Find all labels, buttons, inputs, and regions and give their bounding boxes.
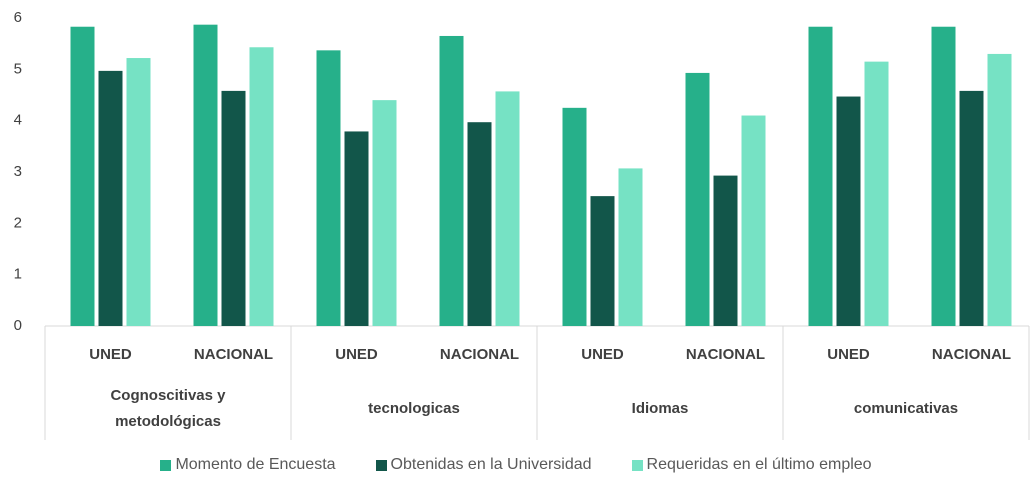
bar <box>98 70 123 326</box>
group-box: Cognoscitivas y metodológicas <box>45 378 291 440</box>
legend-swatch <box>631 459 643 471</box>
bar <box>126 58 151 326</box>
x-tick-label: UNED <box>335 346 378 363</box>
y-tick-label: 4 <box>14 112 22 129</box>
x-tick-label: NACIONAL <box>440 346 519 363</box>
y-tick-label: 2 <box>14 214 22 231</box>
group-label: comunicativas <box>853 400 959 417</box>
y-tick-label: 0 <box>14 317 22 334</box>
x-tick-label: UNED <box>89 346 132 363</box>
bar <box>316 50 341 327</box>
bar <box>741 115 766 327</box>
bar <box>70 26 95 327</box>
bar <box>931 26 956 327</box>
bar <box>562 107 587 326</box>
legend-item: Obtenidas en la Universidad <box>375 456 592 474</box>
bar <box>467 122 492 326</box>
legend-label: Obtenidas en la Universidad <box>390 456 592 473</box>
legend: Momento de Encuesta Obtenidas en la Unive… <box>0 456 1032 474</box>
legend-label: Requeridas en el último empleo <box>646 456 872 473</box>
bar <box>590 196 615 326</box>
y-tick-label: 1 <box>14 266 22 283</box>
bar <box>495 91 520 326</box>
bar <box>808 26 833 327</box>
bar <box>193 24 218 326</box>
group-box: comunicativas <box>783 378 1029 440</box>
bar <box>713 175 738 326</box>
bar <box>618 168 643 326</box>
group-box: Idiomas <box>537 378 783 440</box>
bar <box>685 72 710 326</box>
bar <box>864 61 889 327</box>
y-tick-label: 6 <box>14 9 22 26</box>
x-tick-label: UNED <box>581 346 624 363</box>
legend-swatch <box>160 459 172 471</box>
group-label: Idiomas <box>631 400 689 417</box>
bar <box>836 96 861 326</box>
bar <box>987 53 1012 326</box>
x-tick-label: NACIONAL <box>194 346 273 363</box>
bar <box>249 47 274 326</box>
bar <box>344 131 369 326</box>
group-label: Cognoscitivas y metodológicas <box>110 387 226 430</box>
group-label: tecnologicas <box>368 400 460 417</box>
y-tick-label: 3 <box>14 163 22 180</box>
bar <box>221 90 246 326</box>
x-tick-label: NACIONAL <box>932 346 1011 363</box>
y-tick-label: 5 <box>14 60 22 77</box>
legend-item: Requeridas en el último empleo <box>631 456 872 474</box>
x-tick-label: NACIONAL <box>686 346 765 363</box>
legend-item: Momento de Encuesta <box>160 456 336 474</box>
bar <box>959 90 984 326</box>
legend-label: Momento de Encuesta <box>175 456 336 473</box>
x-tick-label: UNED <box>827 346 870 363</box>
bar <box>372 100 397 326</box>
legend-swatch <box>375 459 387 471</box>
group-box: tecnologicas <box>291 378 537 440</box>
bar <box>439 35 464 326</box>
